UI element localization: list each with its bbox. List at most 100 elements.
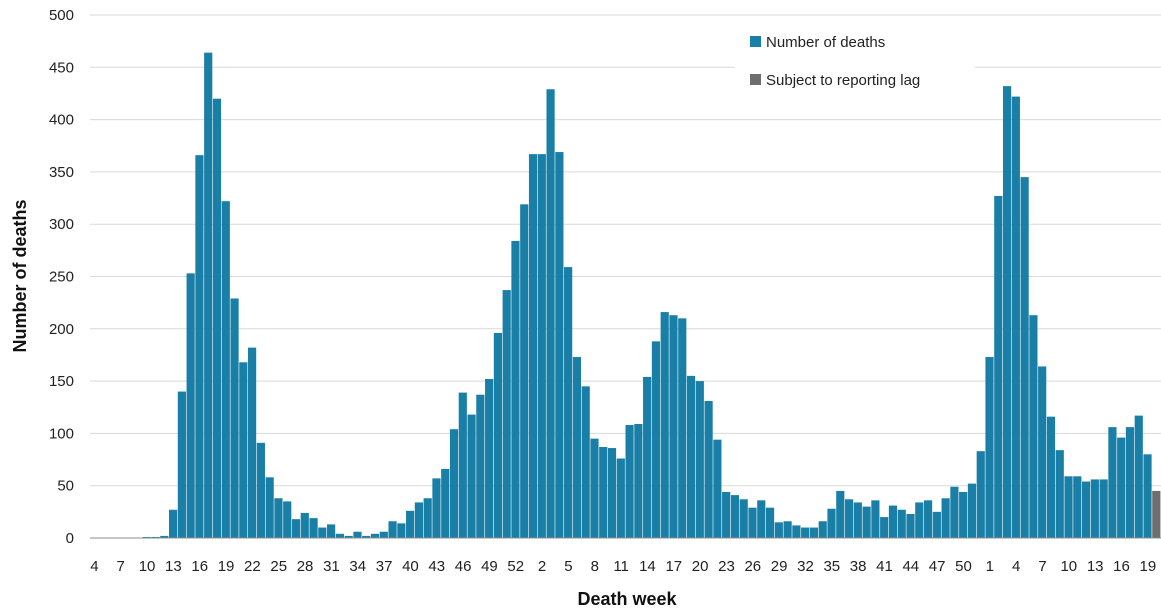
x-tick-label: 31	[323, 558, 340, 575]
bar	[485, 379, 494, 538]
bar	[1029, 315, 1038, 538]
bar	[599, 446, 608, 538]
x-tick-label: 1	[986, 558, 994, 575]
bar	[757, 500, 766, 538]
bar	[397, 523, 406, 538]
y-tick-label: 200	[49, 321, 74, 338]
y-tick-label: 450	[49, 59, 74, 76]
x-tick-label: 7	[1038, 558, 1046, 575]
x-tick-label: 28	[297, 558, 314, 575]
bar	[300, 512, 309, 538]
bars	[142, 52, 1161, 539]
bar	[353, 531, 362, 538]
x-tick-label: 43	[428, 558, 445, 575]
legend-swatch-number-of-deaths	[750, 36, 761, 47]
bar	[449, 429, 459, 538]
bar	[441, 468, 450, 538]
bar	[362, 535, 371, 538]
x-tick-label: 11	[613, 558, 629, 575]
bar	[1108, 427, 1117, 538]
bar	[528, 154, 538, 539]
bar	[994, 195, 1003, 538]
x-tick-label: 14	[639, 558, 656, 575]
bar	[248, 347, 257, 538]
bar	[959, 491, 968, 538]
bar	[1002, 86, 1012, 539]
bar	[230, 298, 239, 538]
bar	[625, 425, 634, 538]
x-tick-label: 5	[564, 558, 572, 575]
bar	[1099, 479, 1108, 538]
bar	[493, 332, 502, 538]
bar	[967, 483, 977, 538]
x-tick-label: 22	[244, 558, 261, 575]
bar	[458, 392, 467, 538]
bar	[169, 509, 178, 538]
x-tick-label: 47	[929, 558, 946, 575]
legend-label-reporting-lag: Subject to reporting lag	[766, 72, 920, 89]
bar	[186, 273, 195, 538]
x-tick-label: 40	[402, 558, 419, 575]
bar	[1064, 476, 1073, 538]
x-tick-label: 37	[376, 558, 393, 575]
bar	[880, 517, 889, 538]
legend-swatch-reporting-lag	[750, 74, 761, 85]
x-tick-label: 17	[665, 558, 682, 575]
y-tick-label: 0	[66, 530, 74, 547]
bar	[1134, 415, 1143, 538]
bar	[634, 423, 643, 538]
bar	[616, 458, 625, 538]
bar	[643, 376, 652, 538]
bar	[809, 527, 819, 538]
bar	[160, 535, 169, 538]
x-tick-label: 44	[902, 558, 919, 575]
y-tick-label: 100	[49, 425, 74, 442]
bar	[1073, 476, 1082, 538]
bar	[844, 499, 854, 538]
bar-reporting-lag	[1152, 490, 1161, 538]
x-tick-label: 2	[538, 558, 546, 575]
bar	[335, 533, 344, 538]
bar	[818, 521, 827, 538]
bar	[502, 290, 511, 538]
bar	[730, 495, 740, 538]
x-tick-label: 50	[955, 558, 972, 575]
bar	[1117, 437, 1126, 538]
bar	[283, 501, 292, 538]
bar	[678, 318, 687, 538]
legend-background	[735, 28, 975, 94]
bar	[195, 155, 204, 538]
bar	[888, 505, 898, 538]
bar	[853, 502, 862, 538]
y-tick-label: 400	[49, 112, 74, 129]
x-tick-label: 35	[823, 558, 840, 575]
x-tick-label: 8	[591, 558, 599, 575]
y-axis-title: Number of deaths	[10, 199, 30, 352]
y-tick-label: 150	[49, 373, 74, 390]
bar	[941, 498, 950, 538]
bar	[765, 507, 775, 538]
bar	[1038, 366, 1047, 538]
x-tick-label: 10	[1060, 558, 1077, 575]
bar	[722, 491, 731, 538]
bar	[379, 531, 388, 538]
x-tick-label: 4	[1012, 558, 1020, 575]
x-tick-label: 13	[1087, 558, 1104, 575]
y-tick-label: 500	[49, 7, 74, 24]
bar	[669, 315, 678, 538]
bar	[950, 486, 959, 538]
bar	[1011, 96, 1020, 538]
bar	[827, 508, 836, 538]
bar	[985, 357, 994, 538]
bar	[564, 267, 573, 538]
bar	[774, 522, 783, 538]
bar	[291, 519, 301, 538]
y-axis-ticks: 0 50 100 150 200 250 300 350 400 450 500	[49, 7, 74, 547]
bar	[923, 500, 933, 538]
bar	[660, 312, 669, 538]
bar	[476, 394, 485, 538]
bar	[1090, 479, 1099, 538]
bar	[590, 438, 599, 538]
y-tick-label: 50	[57, 478, 74, 495]
bar	[713, 439, 722, 538]
